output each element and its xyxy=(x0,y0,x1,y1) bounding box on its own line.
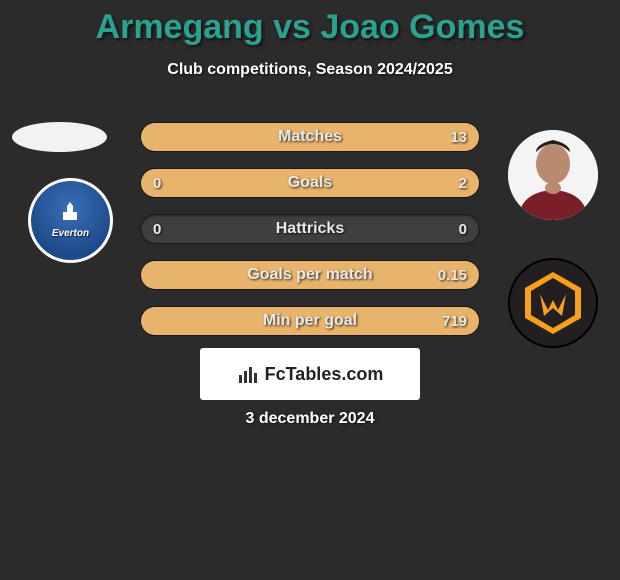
attribution-text: FcTables.com xyxy=(265,364,384,385)
stat-value-right: 2 xyxy=(459,169,467,197)
stat-label: Goals per match xyxy=(141,261,479,289)
stat-row: Matches13 xyxy=(140,122,480,152)
stat-label: Hattricks xyxy=(141,215,479,243)
player-silhouette-icon xyxy=(508,130,598,220)
stat-row: Min per goal719 xyxy=(140,306,480,336)
page-title: Armegang vs Joao Gomes xyxy=(0,0,620,47)
everton-tower-icon xyxy=(59,202,81,228)
wolves-hexagon-icon xyxy=(518,268,588,338)
player-right-avatar xyxy=(508,130,598,220)
club-left-badge: Everton xyxy=(28,178,113,263)
subtitle: Club competitions, Season 2024/2025 xyxy=(0,61,620,79)
player-left-avatar xyxy=(12,122,107,152)
stats-bars: Matches130Goals20Hattricks0Goals per mat… xyxy=(140,122,480,352)
stat-label: Goals xyxy=(141,169,479,197)
date-text: 3 december 2024 xyxy=(0,410,620,428)
stat-label: Matches xyxy=(141,123,479,151)
stat-label: Min per goal xyxy=(141,307,479,335)
bar-chart-icon xyxy=(237,363,259,385)
club-left-name: Everton xyxy=(52,228,89,239)
stat-value-right: 13 xyxy=(450,123,467,151)
stat-row: 0Hattricks0 xyxy=(140,214,480,244)
stat-value-right: 0 xyxy=(459,215,467,243)
stat-row: 0Goals2 xyxy=(140,168,480,198)
club-right-badge xyxy=(508,258,598,348)
stat-row: Goals per match0.15 xyxy=(140,260,480,290)
attribution-box: FcTables.com xyxy=(200,348,420,400)
stat-value-right: 719 xyxy=(442,307,467,335)
stat-value-right: 0.15 xyxy=(438,261,467,289)
